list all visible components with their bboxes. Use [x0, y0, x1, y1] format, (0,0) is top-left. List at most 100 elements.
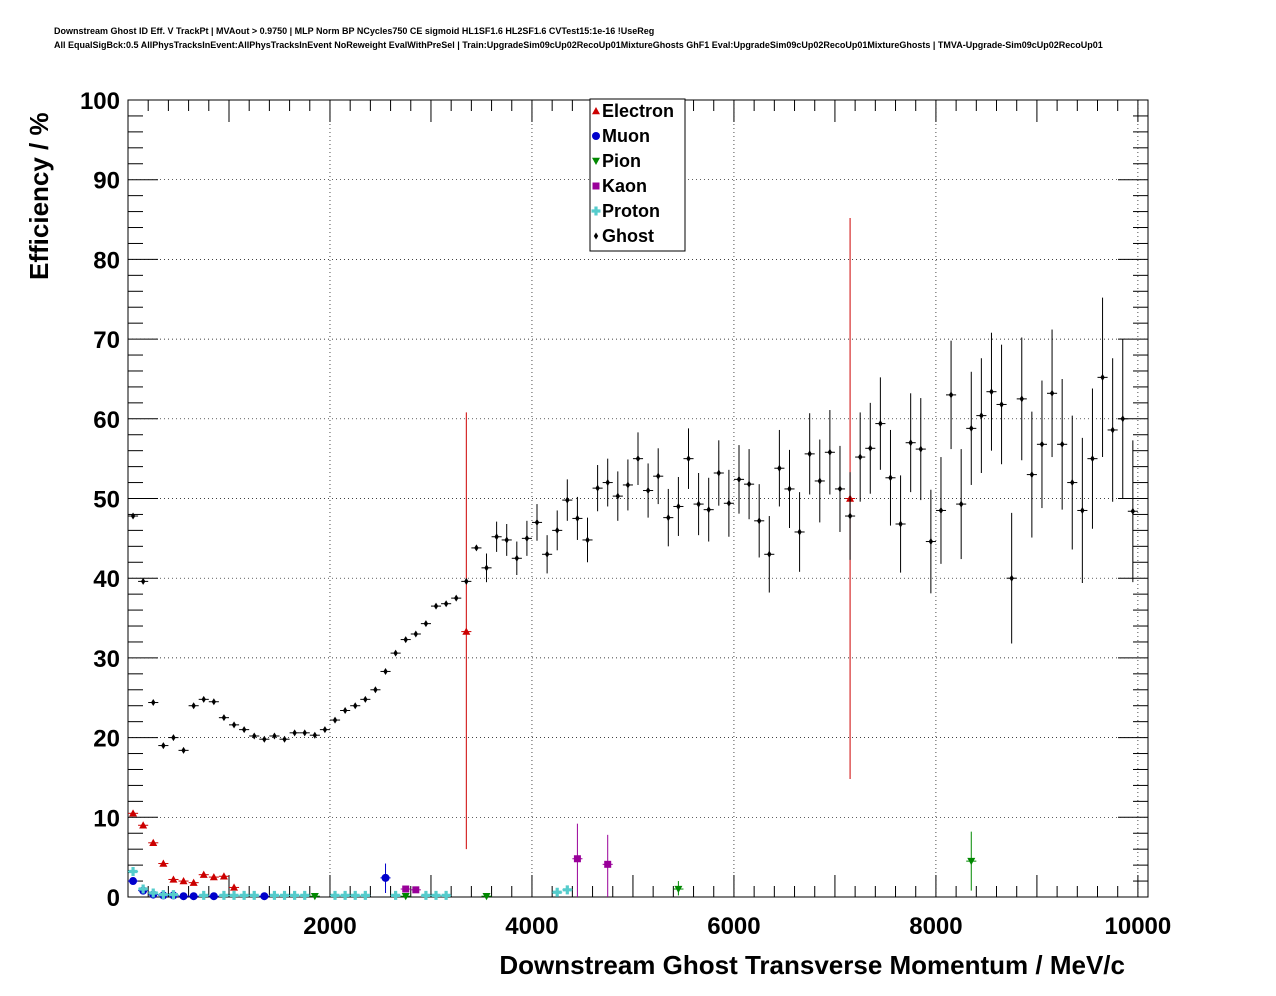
proton-marker [300, 890, 310, 900]
ghost-marker [262, 735, 267, 743]
ghost-marker [696, 500, 701, 508]
proton-series [128, 866, 573, 900]
ghost-point [299, 729, 310, 737]
ghost-marker [534, 518, 540, 526]
legend-marker-ghost [593, 232, 599, 240]
proton-point [441, 890, 452, 900]
ghost-point [319, 726, 330, 734]
ghost-point [1107, 358, 1118, 502]
electron-marker [149, 838, 158, 847]
ghost-point [350, 702, 361, 710]
ghost-point [622, 459, 633, 511]
proton-point [562, 885, 573, 895]
legend-entry-ghost: Ghost [593, 226, 654, 246]
ghost-marker [1130, 507, 1136, 515]
ghost-point [865, 402, 876, 494]
ghost-point [461, 577, 472, 585]
electron-point [228, 883, 240, 891]
proton-point [249, 890, 260, 900]
ghost-point [1057, 378, 1068, 510]
ghost-point [996, 344, 1007, 465]
electron-marker [219, 872, 228, 880]
pion-marker [310, 893, 319, 901]
muon-marker [179, 892, 188, 901]
ghost-marker [787, 485, 792, 493]
ghost-point [168, 734, 179, 742]
ghost-point [875, 377, 886, 470]
electron-marker [199, 870, 208, 878]
electron-point [188, 878, 199, 886]
electron-marker [462, 627, 471, 635]
proton-marker [280, 890, 290, 900]
ghost-marker [847, 512, 853, 520]
ghost-marker [1009, 574, 1014, 582]
ghost-marker [221, 714, 227, 722]
ghost-marker [1019, 395, 1024, 403]
ghost-point [935, 457, 947, 564]
ghost-marker [827, 448, 833, 456]
electron-point [128, 809, 139, 817]
ghost-point [855, 412, 866, 502]
proton-marker [269, 890, 279, 900]
ghost-point [572, 496, 583, 540]
ghost-point [542, 535, 553, 574]
ghost-point [410, 630, 421, 638]
kaon-point [400, 885, 411, 893]
ghost-marker [726, 499, 732, 507]
ghost-point [158, 742, 169, 750]
proton-point [158, 890, 169, 900]
ghost-marker [777, 464, 782, 472]
ghost-point [390, 649, 401, 657]
legend-label-electron: Electron [602, 101, 674, 121]
y-tick-label: 80 [93, 247, 120, 274]
ghost-point [673, 476, 684, 536]
proton-marker [148, 888, 158, 898]
proton-marker [168, 890, 178, 900]
proton-point [148, 888, 159, 898]
ghost-point [178, 746, 189, 754]
ghost-marker [706, 506, 711, 514]
ghost-marker [211, 698, 217, 706]
ghost-marker [615, 492, 621, 500]
ghost-marker [595, 484, 600, 492]
proton-point [279, 890, 290, 900]
proton-point [360, 890, 371, 900]
y-tick-label: 50 [93, 487, 120, 514]
muon-marker [381, 873, 390, 882]
proton-point [218, 890, 229, 900]
ghost-point [259, 735, 270, 743]
ghost-point [451, 594, 462, 602]
electron-marker [230, 883, 239, 891]
ghost-marker [423, 620, 429, 628]
kaon-marker [402, 885, 410, 893]
ghost-marker [1029, 471, 1035, 479]
ghost-marker [464, 577, 469, 585]
ghost-marker [403, 636, 408, 644]
legend-label-kaon: Kaon [602, 176, 647, 196]
ghost-point [764, 516, 775, 593]
ghost-point [340, 707, 351, 715]
proton-point [269, 890, 280, 900]
ghost-point [360, 695, 371, 703]
ghost-marker [454, 594, 459, 602]
pion-point [309, 893, 320, 901]
proton-point [239, 890, 250, 900]
ghost-point [824, 410, 835, 495]
proton-marker [249, 890, 259, 900]
ghost-marker [746, 480, 752, 488]
ghost-point [208, 698, 219, 706]
proton-marker [350, 890, 360, 900]
muon-point [178, 892, 189, 901]
ghost-point [663, 488, 674, 547]
ghost-point [400, 636, 411, 644]
ghost-marker [191, 702, 196, 710]
ghost-marker [494, 533, 499, 541]
kaon-marker [412, 886, 420, 894]
ghost-marker [938, 506, 944, 514]
ghost-marker [736, 475, 742, 483]
ghost-point [592, 465, 603, 512]
legend-marker-proton [591, 206, 601, 216]
y-tick-label: 100 [80, 88, 120, 115]
ghost-point [804, 413, 815, 495]
